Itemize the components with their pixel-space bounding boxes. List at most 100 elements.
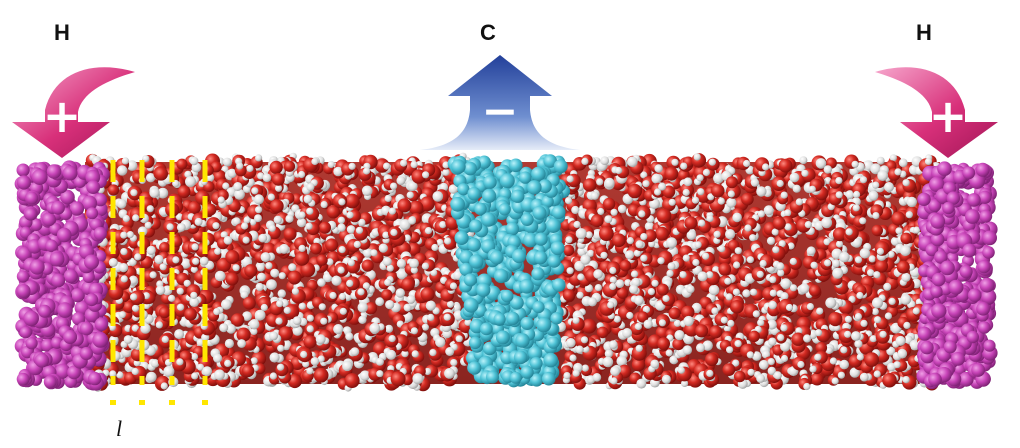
hydrogen-atom bbox=[806, 246, 816, 256]
hydrogen-atom bbox=[185, 176, 196, 188]
hydrogen-atom bbox=[569, 354, 577, 362]
hydrogen-atom bbox=[432, 191, 444, 202]
oxygen-atom bbox=[733, 370, 746, 383]
oxygen-atom bbox=[656, 283, 669, 296]
hydrogen-atom bbox=[795, 198, 803, 206]
oxygen-atom bbox=[401, 277, 415, 292]
hydrogen-atom bbox=[291, 287, 299, 295]
oxygen-atom bbox=[318, 221, 331, 234]
oxygen-atom bbox=[411, 169, 426, 184]
hydrogen-atom bbox=[732, 359, 740, 367]
hydrogen-atom bbox=[777, 334, 785, 342]
hydrogen-atom bbox=[342, 360, 353, 372]
hydrogen-atom bbox=[375, 297, 385, 307]
hydrogen-atom bbox=[610, 208, 618, 216]
hydrogen-atom bbox=[758, 359, 769, 370]
hydrogen-atom bbox=[177, 303, 185, 311]
hydrogen-atom bbox=[835, 191, 843, 199]
hydrogen-atom bbox=[832, 267, 844, 279]
hydrogen-atom bbox=[346, 211, 354, 219]
oxygen-atom bbox=[722, 363, 736, 376]
sink-particle bbox=[523, 232, 538, 248]
hydrogen-atom bbox=[587, 297, 597, 307]
hydrogen-atom bbox=[298, 244, 306, 252]
hydrogen-atom bbox=[445, 347, 455, 356]
oxygen-atom bbox=[344, 193, 360, 209]
hydrogen-atom bbox=[279, 243, 290, 254]
hydrogen-atom bbox=[859, 372, 869, 382]
oxygen-atom bbox=[316, 254, 328, 266]
hydrogen-atom bbox=[635, 240, 644, 249]
hydrogen-atom bbox=[777, 269, 785, 277]
hydrogen-atom bbox=[693, 153, 701, 161]
hydrogen-atom bbox=[887, 250, 895, 258]
hydrogen-atom bbox=[749, 234, 757, 242]
oxygen-atom bbox=[748, 330, 760, 342]
hydrogen-atom bbox=[773, 371, 782, 380]
sink-particle bbox=[513, 350, 528, 365]
hydrogen-atom bbox=[734, 340, 742, 348]
oxygen-atom bbox=[122, 300, 136, 314]
hot-label-right: H bbox=[916, 20, 932, 45]
hydrogen-atom bbox=[455, 335, 463, 343]
hydrogen-atom bbox=[176, 287, 184, 295]
oxygen-atom bbox=[381, 289, 393, 301]
hydrogen-atom bbox=[835, 177, 843, 185]
hydrogen-atom bbox=[682, 188, 690, 197]
hydrogen-atom bbox=[581, 364, 589, 372]
hydrogen-atom bbox=[347, 259, 355, 267]
hydrogen-atom bbox=[816, 307, 824, 315]
hydrogen-atom bbox=[194, 217, 203, 226]
hydrogen-atom bbox=[610, 377, 618, 385]
hydrogen-atom bbox=[237, 339, 247, 348]
hydrogen-atom bbox=[146, 173, 156, 183]
sink-particle bbox=[527, 180, 542, 195]
hydrogen-atom bbox=[449, 282, 458, 290]
hydrogen-atom bbox=[444, 237, 452, 245]
sink-particle bbox=[547, 254, 561, 268]
hydrogen-atom bbox=[157, 187, 169, 199]
hydrogen-atom bbox=[250, 357, 258, 365]
oxygen-atom bbox=[612, 233, 626, 248]
hydrogen-atom bbox=[825, 346, 833, 355]
hydrogen-atom bbox=[625, 250, 635, 260]
oxygen-atom bbox=[627, 183, 642, 199]
hydrogen-atom bbox=[809, 365, 817, 373]
hydrogen-atom bbox=[410, 161, 418, 169]
oxygen-atom bbox=[361, 259, 374, 272]
oxygen-atom bbox=[637, 311, 649, 323]
oxygen-atom bbox=[619, 260, 632, 272]
oxygen-atom bbox=[283, 227, 297, 241]
hydrogen-atom bbox=[814, 329, 823, 337]
hydrogen-atom bbox=[580, 254, 591, 265]
oxygen-atom bbox=[269, 199, 284, 214]
hydrogen-atom bbox=[296, 217, 307, 228]
oxygen-atom bbox=[725, 176, 738, 189]
hydrogen-atom bbox=[384, 194, 392, 202]
hydrogen-atom bbox=[785, 303, 794, 312]
hydrogen-atom bbox=[117, 165, 128, 176]
hydrogen-atom bbox=[859, 248, 871, 259]
sink-particle bbox=[520, 213, 534, 226]
hydrogen-atom bbox=[403, 234, 411, 242]
hydrogen-atom bbox=[768, 300, 777, 310]
hydrogen-atom bbox=[654, 188, 662, 196]
hydrogen-atom bbox=[893, 361, 901, 369]
hydrogen-atom bbox=[815, 158, 827, 169]
hydrogen-atom bbox=[357, 302, 368, 313]
sink-particle bbox=[454, 230, 469, 245]
hydrogen-atom bbox=[839, 359, 849, 370]
hydrogen-atom bbox=[566, 267, 574, 275]
hydrogen-atom bbox=[616, 355, 628, 367]
hydrogen-atom bbox=[757, 319, 765, 327]
sink-particle bbox=[520, 316, 534, 330]
hydrogen-atom bbox=[236, 162, 244, 170]
hydrogen-atom bbox=[126, 231, 134, 239]
hydrogen-atom bbox=[859, 217, 867, 225]
hydrogen-atom bbox=[300, 350, 308, 359]
hydrogen-atom bbox=[329, 291, 337, 300]
hydrogen-atom bbox=[708, 284, 720, 296]
hydrogen-atom bbox=[602, 356, 614, 368]
hydrogen-atom bbox=[232, 217, 241, 226]
hydrogen-atom bbox=[725, 293, 733, 301]
